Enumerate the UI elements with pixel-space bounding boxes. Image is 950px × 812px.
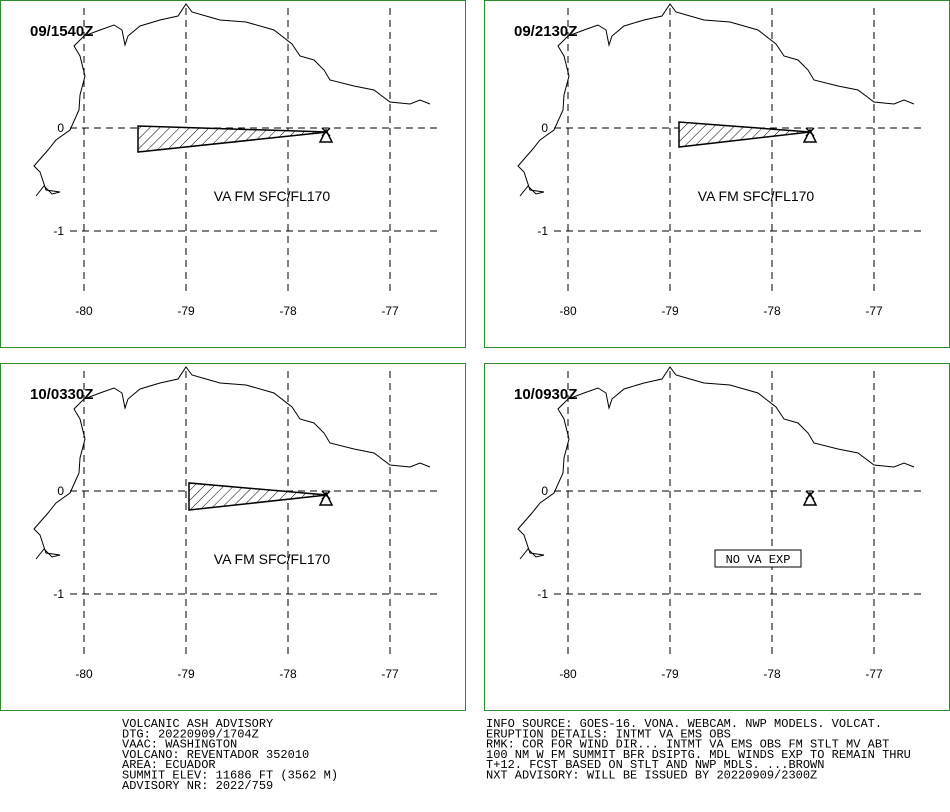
advisory-line: VOLCANIC ASH ADVISORY xyxy=(122,717,273,731)
map-panel: -80 -79 -78 -77 0 -1 09/1540Z VA FM SFC/FL170 xyxy=(0,0,466,348)
panel-border xyxy=(0,0,466,348)
lat-label: -1 xyxy=(537,587,548,601)
map-panel: -80 -79 -78 -77 0 -1 10/0930Z NO VA EXP xyxy=(484,363,950,711)
coastline xyxy=(33,3,431,197)
advisory-line: AREA: ECUADOR xyxy=(122,758,216,772)
va-label-box xyxy=(714,549,802,568)
lat-label: 0 xyxy=(541,121,548,135)
lon-label: -77 xyxy=(381,304,399,318)
lon-label: -79 xyxy=(661,304,679,318)
advisory-line: RMK: COR FOR WIND DIR... INTMT VA EMS OB… xyxy=(486,738,889,752)
lon-label: -80 xyxy=(559,304,577,318)
lon-label: -79 xyxy=(661,667,679,681)
lon-label: -80 xyxy=(75,667,93,681)
lat-label: 0 xyxy=(541,484,548,498)
lon-label: -78 xyxy=(763,304,781,318)
lon-label: -80 xyxy=(75,304,93,318)
va-label: VA FM SFC/FL170 xyxy=(214,551,331,567)
advisory-line: ERUPTION DETAILS: INTMT VA EMS OBS xyxy=(486,727,731,741)
valid-time: 09/1540Z xyxy=(30,23,93,40)
lat-label: -1 xyxy=(53,587,64,601)
lon-label: -80 xyxy=(559,667,577,681)
volcano-x xyxy=(805,490,815,500)
volcano-x xyxy=(321,490,331,500)
advisory-line: 100 NM W FM SUMMIT BFR DSIPTG. MDL WINDS… xyxy=(486,748,911,762)
lat-label: 0 xyxy=(57,121,64,135)
advisory-line: T+12. FCST BASED ON STLT AND NWP MDLS. .… xyxy=(486,758,824,772)
coastline xyxy=(517,3,915,197)
lon-label: -78 xyxy=(279,667,297,681)
ash-area xyxy=(678,121,811,148)
lat-label: -1 xyxy=(537,224,548,238)
volcano-x xyxy=(805,127,815,137)
lon-label: -78 xyxy=(279,304,297,318)
valid-time: 10/0330Z xyxy=(30,386,93,403)
map-panel: -80 -79 -78 -77 0 -1 09/2130Z VA FM SFC/FL170 xyxy=(484,0,950,348)
ash-area xyxy=(137,125,329,153)
coastline xyxy=(33,366,431,560)
valid-time: 10/0930Z xyxy=(514,386,577,403)
va-label: VA FM SFC/FL170 xyxy=(698,188,815,204)
advisory-line: SUMMIT ELEV: 11686 FT (3562 M) xyxy=(122,769,338,783)
lon-label: -79 xyxy=(177,304,195,318)
advisory-line: DTG: 20220909/1704Z xyxy=(122,727,259,741)
volcano-x xyxy=(321,127,331,137)
advisory-line: NXT ADVISORY: WILL BE ISSUED BY 20220909… xyxy=(486,769,817,783)
valid-time: 09/2130Z xyxy=(514,23,577,40)
advisory-line: VOLCANO: REVENTADOR 352010 xyxy=(122,748,309,762)
lat-label: 0 xyxy=(57,484,64,498)
lat-label: -1 xyxy=(53,224,64,238)
lon-label: -77 xyxy=(865,667,883,681)
va-label: NO VA EXP xyxy=(726,553,791,567)
lon-label: -79 xyxy=(177,667,195,681)
lon-label: -77 xyxy=(865,304,883,318)
advisory-line: INFO SOURCE: GOES-16. VONA. WEBCAM. NWP … xyxy=(486,717,882,731)
coastline xyxy=(517,366,915,560)
panel-border xyxy=(0,363,466,711)
ash-area xyxy=(188,482,328,511)
lon-label: -78 xyxy=(763,667,781,681)
va-label: VA FM SFC/FL170 xyxy=(214,188,331,204)
advisory-line: VAAC: WASHINGTON xyxy=(122,738,237,752)
advisory-line: ADVISORY NR: 2022/759 xyxy=(122,779,273,793)
lon-label: -77 xyxy=(381,667,399,681)
map-panel: -80 -79 -78 -77 0 -1 10/0330Z VA FM SFC/FL170 xyxy=(0,363,466,711)
